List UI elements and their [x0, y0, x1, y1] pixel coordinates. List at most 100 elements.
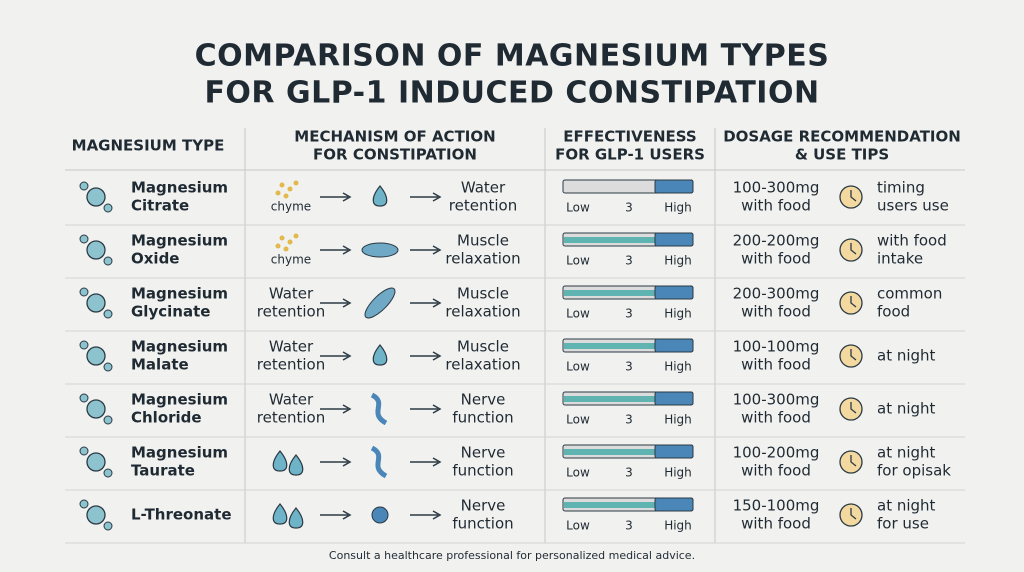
arrow-head — [432, 457, 442, 467]
chyme-dot — [279, 182, 285, 188]
arrow-head — [432, 298, 442, 308]
mechanism-to: function — [452, 515, 513, 533]
type-icon — [103, 521, 113, 531]
scale-bar-mid — [564, 343, 656, 349]
use-tip: users use — [877, 197, 949, 215]
tip-icon-hand — [850, 243, 857, 255]
scale-high: High — [664, 413, 692, 427]
scale-high: High — [664, 360, 692, 374]
scale-low: Low — [566, 360, 590, 374]
magnesium-type: Magnesium — [131, 338, 228, 356]
scale-high: High — [664, 201, 692, 215]
tip-icon-hand — [850, 455, 857, 467]
column-header: FOR CONSTIPATION — [313, 146, 477, 164]
drop-icon — [288, 454, 304, 476]
mechanism-to: Nerve — [461, 497, 506, 515]
chyme-dot — [287, 186, 293, 192]
mechanism-from: Water — [269, 391, 314, 409]
use-tip: for opisak — [877, 462, 951, 480]
mechanism-to: Nerve — [461, 444, 506, 462]
type-icon — [86, 187, 106, 207]
mechanism-to: retention — [449, 197, 517, 215]
arrow-head — [432, 404, 442, 414]
scale-mid: 3 — [625, 413, 633, 427]
type-icon — [103, 362, 113, 372]
use-tip: at night — [877, 400, 936, 418]
mechanism-to: function — [452, 462, 513, 480]
scale-mid: 3 — [625, 519, 633, 533]
scale-mid: 3 — [625, 307, 633, 321]
type-icon — [103, 256, 113, 266]
dosage: 200-200mg — [733, 232, 820, 250]
dosage: 100-100mg — [733, 338, 820, 356]
scale-mid: 3 — [625, 360, 633, 374]
mechanism-to: Muscle — [457, 232, 509, 250]
dosage: with food — [741, 409, 811, 427]
chyme-dot — [275, 243, 281, 249]
use-tip: at night — [877, 497, 936, 515]
magnesium-type: Magnesium — [131, 391, 228, 409]
mechanism-from: chyme — [271, 200, 311, 214]
magnesium-type: Citrate — [131, 197, 189, 215]
type-icon — [86, 452, 106, 472]
arrow-head — [432, 351, 442, 361]
tip-icon-hand — [850, 296, 857, 308]
type-icon — [79, 499, 89, 509]
chyme-dot — [279, 235, 285, 241]
drop-icon — [372, 185, 388, 207]
magnesium-type: Magnesium — [131, 179, 228, 197]
mechanism-to: function — [452, 409, 513, 427]
arrow-head — [432, 192, 442, 202]
arrow-head — [432, 245, 442, 255]
type-icon — [79, 234, 89, 244]
arrow-head — [342, 245, 352, 255]
use-tip: at night — [877, 347, 936, 365]
scale-bar-mid — [564, 449, 656, 455]
scale-low: Low — [566, 519, 590, 533]
mechanism-to: relaxation — [445, 356, 520, 374]
column-header: FOR GLP-1 USERS — [555, 146, 705, 164]
type-icon — [103, 203, 113, 213]
scale-mid: 3 — [625, 466, 633, 480]
mechanism-to: relaxation — [445, 303, 520, 321]
arrow-head — [342, 404, 352, 414]
drop-icon — [272, 450, 288, 472]
magnesium-type: Magnesium — [131, 285, 228, 303]
magnesium-type: Glycinate — [131, 303, 210, 321]
use-tip: food — [877, 303, 910, 321]
tip-icon-hand — [850, 190, 857, 202]
dosage: with food — [741, 356, 811, 374]
mechanism-from: Water — [269, 338, 314, 356]
dosage: with food — [741, 515, 811, 533]
muscle-icon — [364, 287, 396, 319]
title-line: COMPARISON OF MAGNESIUM TYPES — [195, 39, 830, 74]
type-icon — [86, 399, 106, 419]
scale-bar-mid — [564, 396, 656, 402]
scale-mid: 3 — [625, 201, 633, 215]
dosage: with food — [741, 197, 811, 215]
footer-note: Consult a healthcare professional for pe… — [329, 549, 695, 562]
type-icon — [103, 468, 113, 478]
column-header: DOSAGE RECOMMENDATION — [723, 128, 961, 146]
scale-bar-high — [654, 391, 694, 406]
scale-bar-high — [654, 232, 694, 247]
arrow-head — [342, 192, 352, 202]
type-icon — [79, 393, 89, 403]
dosage: 100-300mg — [733, 391, 820, 409]
use-tip: common — [877, 285, 942, 303]
magnesium-type: Taurate — [131, 462, 195, 480]
mechanism-to: relaxation — [445, 250, 520, 268]
use-tip: intake — [877, 250, 923, 268]
mechanism-to: Nerve — [461, 391, 506, 409]
chyme-dot — [287, 239, 293, 245]
type-icon — [79, 446, 89, 456]
type-icon — [79, 340, 89, 350]
drop-icon — [372, 344, 388, 366]
title-line: FOR GLP-1 INDUCED CONSTIPATION — [204, 76, 819, 111]
scale-low: Low — [566, 413, 590, 427]
scale-high: High — [664, 307, 692, 321]
scale-bar-mid — [564, 237, 656, 243]
scale-low: Low — [566, 201, 590, 215]
scale-high: High — [664, 519, 692, 533]
